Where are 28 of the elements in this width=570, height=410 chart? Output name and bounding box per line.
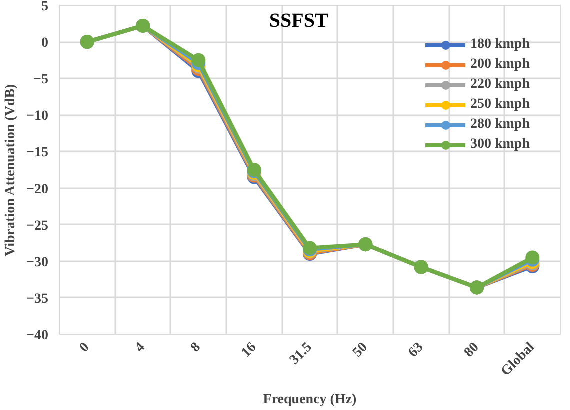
y-tick-label: 0: [42, 36, 48, 52]
legend-label: 180 kmph: [470, 37, 530, 53]
y-axis-title: Vibration Attenuation (VdB): [4, 84, 19, 256]
legend-label: 200 kmph: [470, 57, 530, 73]
x-tick-label: 4: [132, 340, 148, 356]
x-tick-label: 80: [462, 340, 482, 361]
x-tick-label: 63: [406, 340, 427, 361]
legend-label: 280 kmph: [470, 117, 530, 133]
y-tick-label: −25: [26, 218, 49, 234]
x-tick-label: 50: [350, 340, 371, 361]
y-tick-label: −30: [26, 255, 49, 270]
x-axis-title: Frequency (Hz): [263, 392, 358, 408]
x-tick-label: 31.5: [287, 340, 316, 368]
y-tick-label: 5: [42, 0, 48, 14]
chart-title: SSFST: [269, 10, 329, 32]
x-tick-label: 8: [188, 340, 204, 356]
y-tick-label: −10: [26, 109, 49, 124]
x-tick-label: 16: [239, 340, 260, 361]
y-tick-label: −15: [26, 146, 49, 161]
y-tick-label: −40: [26, 328, 49, 344]
legend-label: 220 kmph: [470, 77, 530, 93]
y-tick-label: −5: [34, 72, 49, 88]
legend-label: 300 kmph: [470, 137, 530, 153]
point: [192, 53, 206, 68]
y-tick-label: −20: [26, 182, 49, 198]
x-tick-label: 0: [77, 340, 93, 356]
y-tick-label: −35: [26, 292, 49, 307]
legend-label: 250 kmph: [470, 97, 530, 113]
